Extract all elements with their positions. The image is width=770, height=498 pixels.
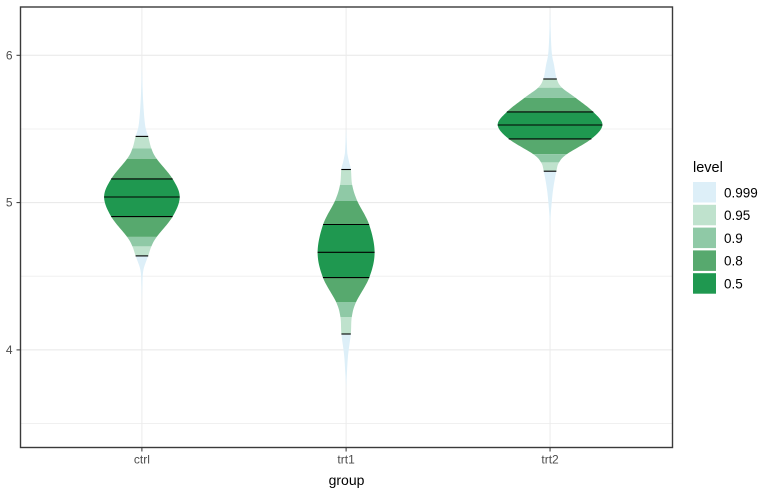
svg-text:0.5: 0.5 [724, 276, 743, 291]
svg-text:level: level [693, 160, 723, 176]
svg-text:0.95: 0.95 [724, 208, 750, 223]
svg-text:6: 6 [6, 48, 13, 62]
svg-text:5: 5 [6, 196, 13, 210]
svg-text:group: group [329, 472, 365, 488]
svg-text:ctrl: ctrl [134, 453, 150, 467]
svg-text:4: 4 [6, 343, 13, 357]
svg-text:0.8: 0.8 [724, 254, 743, 269]
svg-text:trt1: trt1 [337, 453, 355, 467]
svg-text:trt2: trt2 [541, 453, 559, 467]
svg-text:0.9: 0.9 [724, 231, 743, 246]
svg-text:0.999: 0.999 [724, 185, 758, 200]
